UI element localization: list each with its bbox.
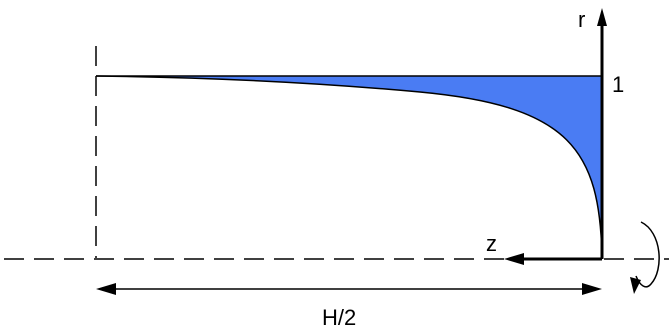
r-axis-label: r [578,7,585,32]
z-axis-label: z [486,231,497,256]
profile-curve [95,75,603,259]
dimension-right-arrowhead [582,283,602,295]
half-height-label: H/2 [322,305,356,330]
rotation-arrow-icon [635,221,660,288]
r-axis-arrowhead [597,8,607,26]
dimension-left-arrowhead [96,283,116,295]
z-axis-arrowhead [504,253,524,265]
rotation-arrowhead [630,277,641,294]
profile-region [96,76,602,258]
radius-value-label: 1 [612,72,624,97]
